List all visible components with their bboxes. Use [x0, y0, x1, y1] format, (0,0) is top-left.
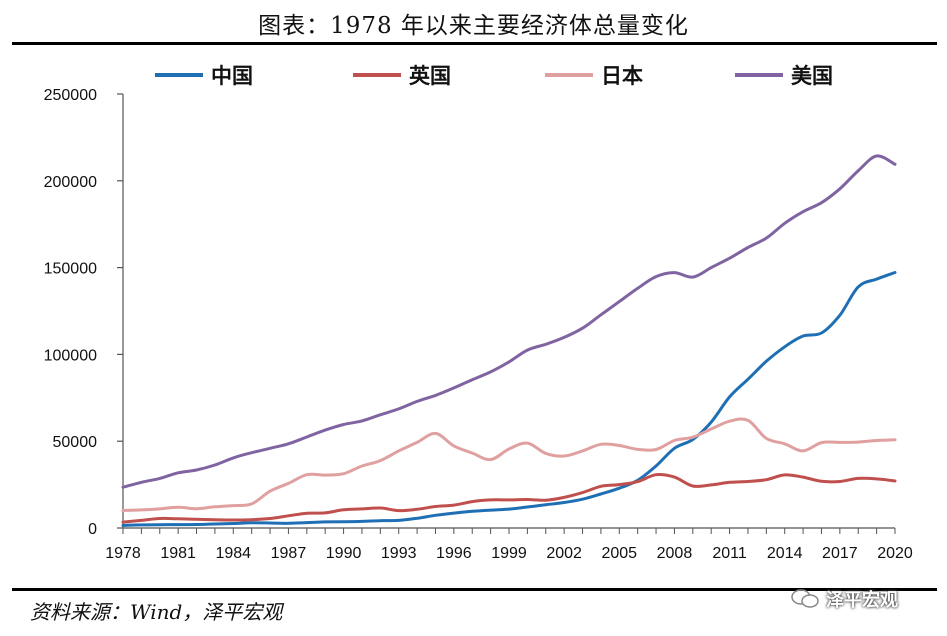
- series-line-3: [121, 154, 897, 489]
- source-note: 资料来源：Wind，泽平宏观: [30, 600, 283, 624]
- y-tick-label: 150000: [44, 261, 97, 278]
- x-axis: 1978 1981 1984 1987 1990 1993 1996 1999 2002 2005…: [105, 527, 913, 562]
- legend-label: 日本: [601, 64, 643, 88]
- bottom-rule: [12, 588, 937, 591]
- series-line-1: [121, 473, 897, 524]
- x-tick-label: 2005: [601, 545, 637, 562]
- x-tick-label: 2008: [657, 545, 693, 562]
- y-tick-label: 0: [88, 521, 97, 538]
- y-tick-label: 50000: [53, 434, 98, 451]
- y-tick-label: 250000: [44, 87, 97, 104]
- x-tick-label: 1993: [381, 545, 417, 562]
- x-tick-label: 2011: [712, 545, 747, 562]
- legend: 中国 英国 日本 美国: [155, 64, 833, 88]
- x-tick-label: 2014: [767, 545, 803, 562]
- chat-bubble-icon: [791, 589, 819, 608]
- x-tick-label: 2017: [822, 545, 858, 562]
- x-tick-label: 1990: [326, 545, 362, 562]
- y-axis: 0 50000 100000 150000 200000 250000: [44, 87, 124, 538]
- series-lines: [121, 154, 897, 527]
- chart-title: 图表：1978 年以来主要经济体总量变化: [258, 13, 689, 39]
- x-tick-label: 2002: [546, 545, 582, 562]
- top-rule: [12, 42, 937, 45]
- legend-label: 中国: [211, 64, 253, 88]
- series-line-2: [121, 417, 897, 512]
- series-line-0: [121, 271, 897, 527]
- line-chart: 中国 英国 日本 美国 050000100000150000200000250000 …: [44, 64, 913, 562]
- x-tick-label: 1978: [105, 545, 141, 562]
- x-tick-label: 1996: [436, 545, 472, 562]
- x-tick-label: 2020: [877, 545, 913, 562]
- y-tick-label: 200000: [44, 174, 97, 191]
- x-tick-label: 1999: [491, 545, 527, 562]
- legend-label: 美国: [791, 64, 833, 88]
- watermark-text: 泽平宏观: [826, 590, 898, 611]
- x-tick-label: 1987: [271, 545, 307, 562]
- legend-label: 英国: [409, 64, 451, 88]
- watermark: 泽平宏观: [790, 584, 930, 614]
- x-tick-label: 1984: [215, 545, 251, 562]
- y-tick-label: 100000: [44, 347, 97, 364]
- x-tick-label: 1981: [160, 545, 196, 562]
